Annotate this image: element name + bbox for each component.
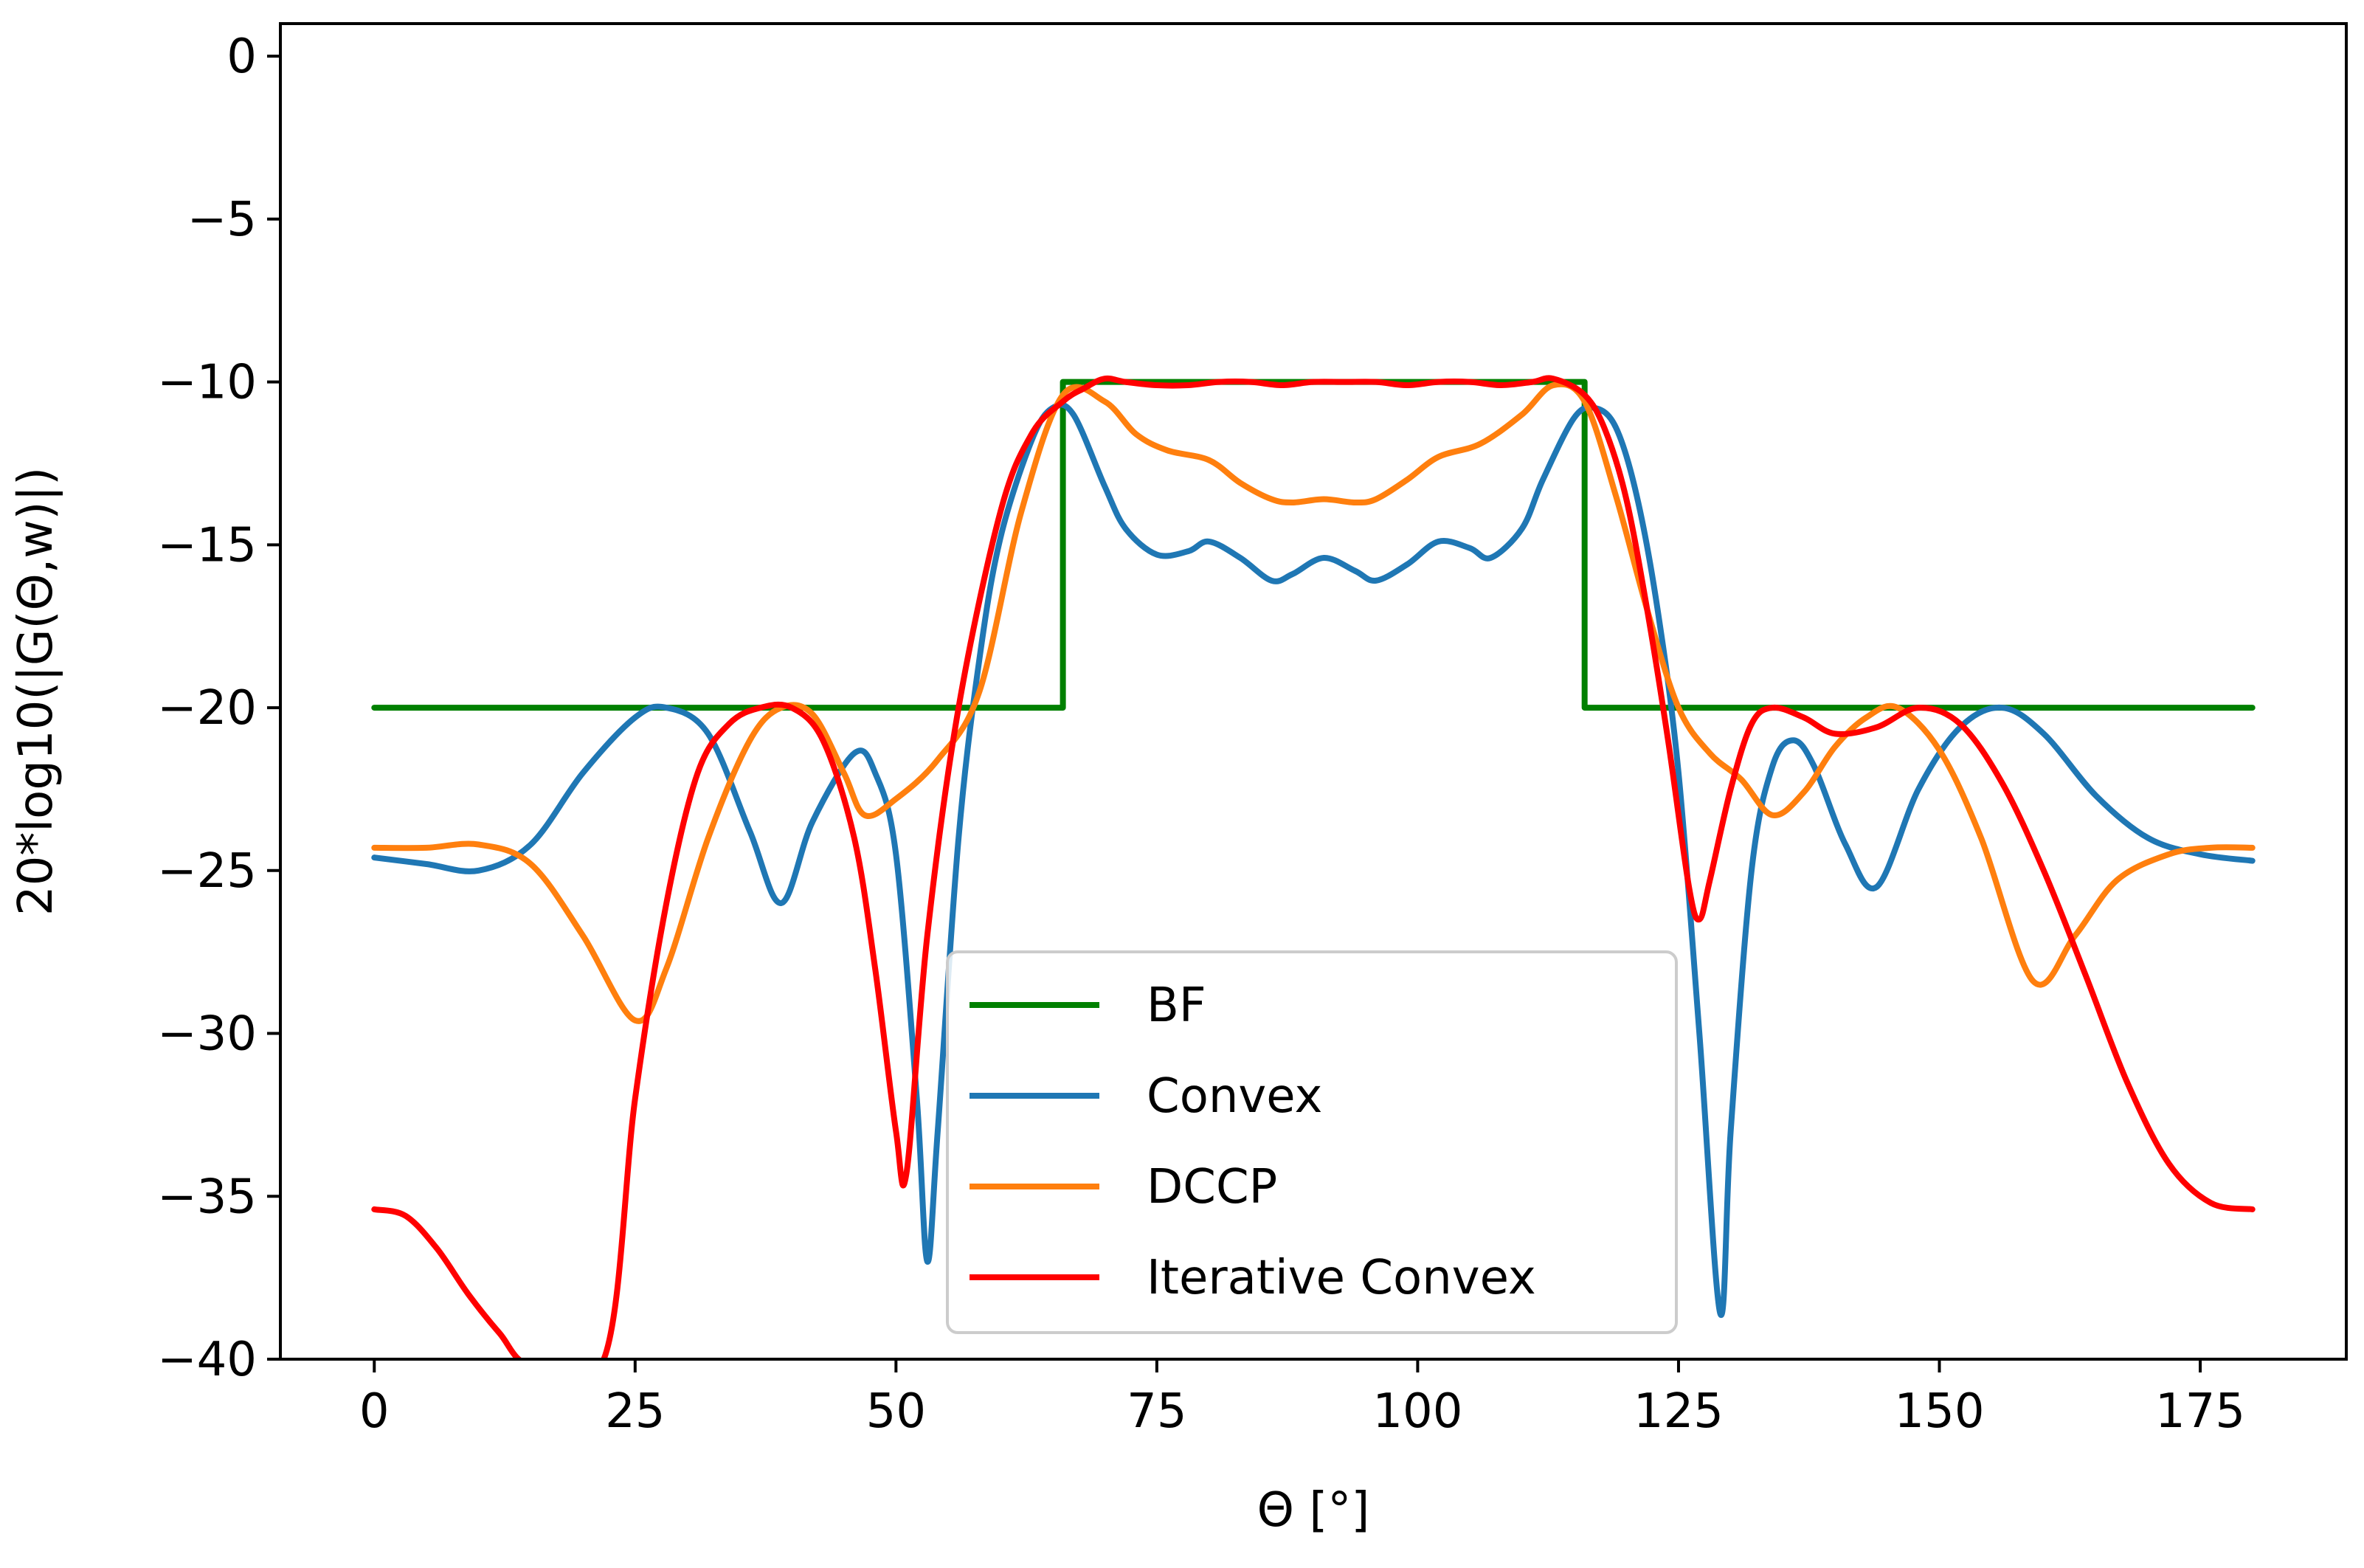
x-tick-label: 100 bbox=[1372, 1384, 1462, 1439]
y-axis-title: 20*log10(|G(Θ,w)|) bbox=[9, 467, 63, 916]
y-tick-label: −5 bbox=[187, 193, 257, 247]
y-tick-label: −20 bbox=[157, 681, 257, 736]
legend-label-bf: BF bbox=[1147, 978, 1206, 1033]
x-tick-label: 0 bbox=[359, 1384, 390, 1439]
plot-frame bbox=[279, 22, 2348, 1361]
legend: BF Convex DCCP Iterative Convex bbox=[946, 950, 1678, 1334]
x-tick-label: 175 bbox=[2155, 1384, 2245, 1439]
y-tick-label: −35 bbox=[157, 1170, 257, 1224]
series-layer bbox=[371, 375, 2256, 1359]
series-line-iterative-convex bbox=[371, 375, 2256, 1359]
x-tick-label: 125 bbox=[1634, 1384, 1724, 1439]
x-tick-label: 75 bbox=[1127, 1384, 1186, 1439]
x-tick-label: 50 bbox=[866, 1384, 926, 1439]
legend-label-iterative-convex: Iterative Convex bbox=[1147, 1251, 1536, 1305]
x-tick-label: 25 bbox=[605, 1384, 665, 1439]
y-axis: 0 −5 −10 −15 −20 −25 −30 −35 −40 bbox=[157, 30, 280, 1387]
x-tick-label: 150 bbox=[1894, 1384, 1984, 1439]
x-axis: 0 25 50 75 100 125 150 175 bbox=[359, 1359, 2245, 1439]
y-tick-label: −25 bbox=[157, 844, 257, 899]
y-tick-label: 0 bbox=[227, 30, 257, 84]
series-line-dccp bbox=[371, 381, 2256, 1024]
y-tick-label: −15 bbox=[157, 518, 257, 573]
x-axis-title: Θ [°] bbox=[1257, 1483, 1370, 1538]
legend-box bbox=[946, 950, 1678, 1334]
y-tick-label: −40 bbox=[157, 1333, 257, 1387]
legend-label-convex: Convex bbox=[1147, 1069, 1322, 1124]
y-tick-label: −30 bbox=[157, 1007, 257, 1062]
legend-label-dccp: DCCP bbox=[1147, 1160, 1277, 1215]
y-tick-label: −10 bbox=[157, 356, 257, 410]
